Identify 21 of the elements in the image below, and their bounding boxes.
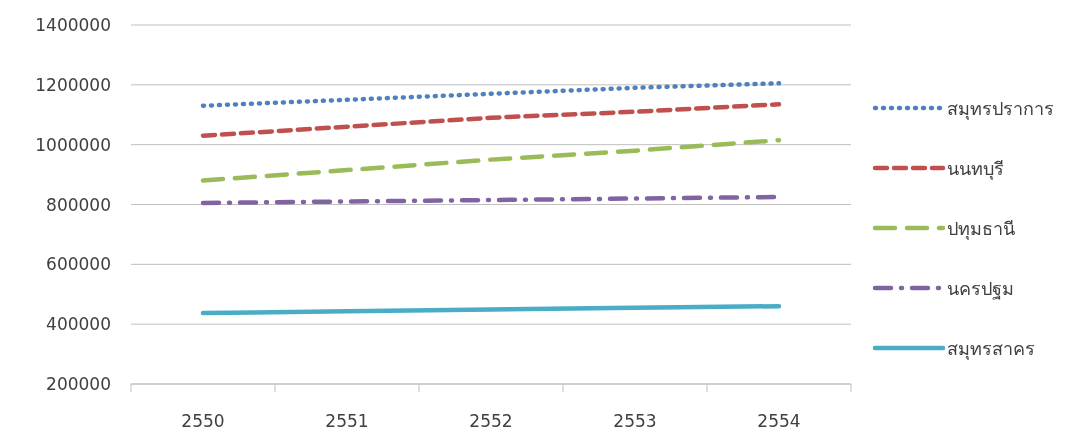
y-tick-label: 600000 bbox=[46, 254, 111, 275]
legend-label: ปทุมธานี bbox=[947, 218, 1015, 240]
legend-label: นนทบุรี bbox=[947, 158, 1004, 180]
y-tick-label: 200000 bbox=[46, 374, 111, 394]
y-tick-label: 400000 bbox=[46, 314, 111, 335]
y-tick-label: 800000 bbox=[46, 194, 111, 215]
x-tick-label: 2551 bbox=[325, 411, 369, 431]
x-tick-label: 2550 bbox=[181, 411, 225, 431]
x-tick-label: 2554 bbox=[757, 411, 801, 431]
x-tick-label: 2552 bbox=[469, 411, 513, 431]
y-tick-label: 1000000 bbox=[35, 134, 111, 155]
x-tick-label: 2553 bbox=[613, 411, 657, 431]
legend-label: นครปฐม bbox=[947, 278, 1014, 300]
legend-label: สมุทรสาคร bbox=[947, 338, 1035, 360]
line-series bbox=[200, 81, 782, 109]
y-tick-label: 1200000 bbox=[35, 74, 111, 95]
line-series bbox=[200, 102, 782, 138]
line-series bbox=[200, 303, 782, 316]
legend-label: สมุทรปราการ bbox=[947, 98, 1054, 120]
line-series bbox=[200, 137, 782, 183]
y-tick-label: 1400000 bbox=[35, 15, 111, 35]
